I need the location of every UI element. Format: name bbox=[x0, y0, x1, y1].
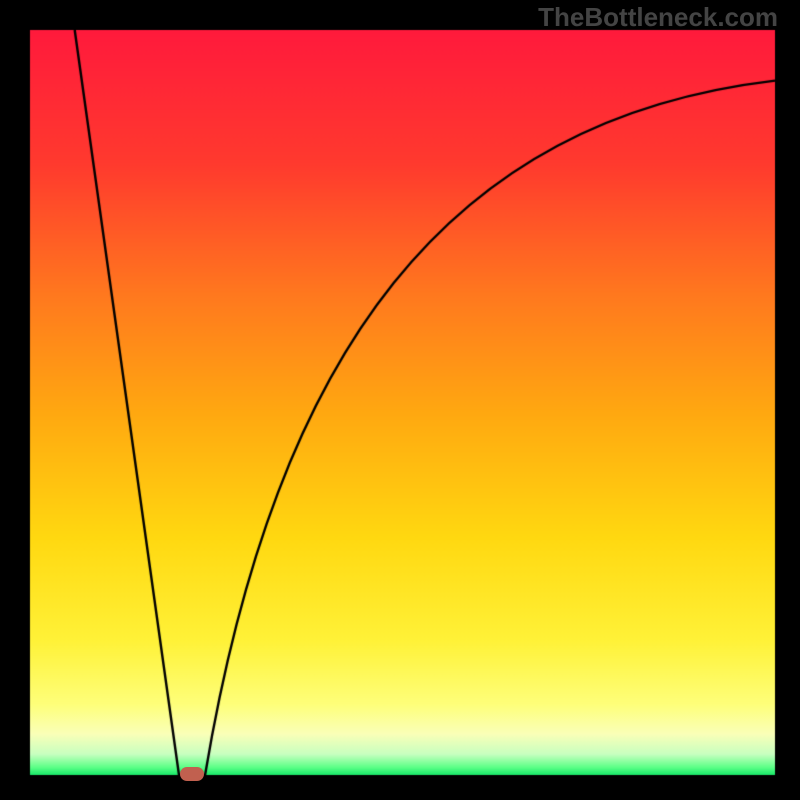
bottleneck-marker bbox=[180, 767, 204, 781]
bottleneck-chart bbox=[0, 0, 800, 800]
watermark-text: TheBottleneck.com bbox=[538, 2, 778, 33]
